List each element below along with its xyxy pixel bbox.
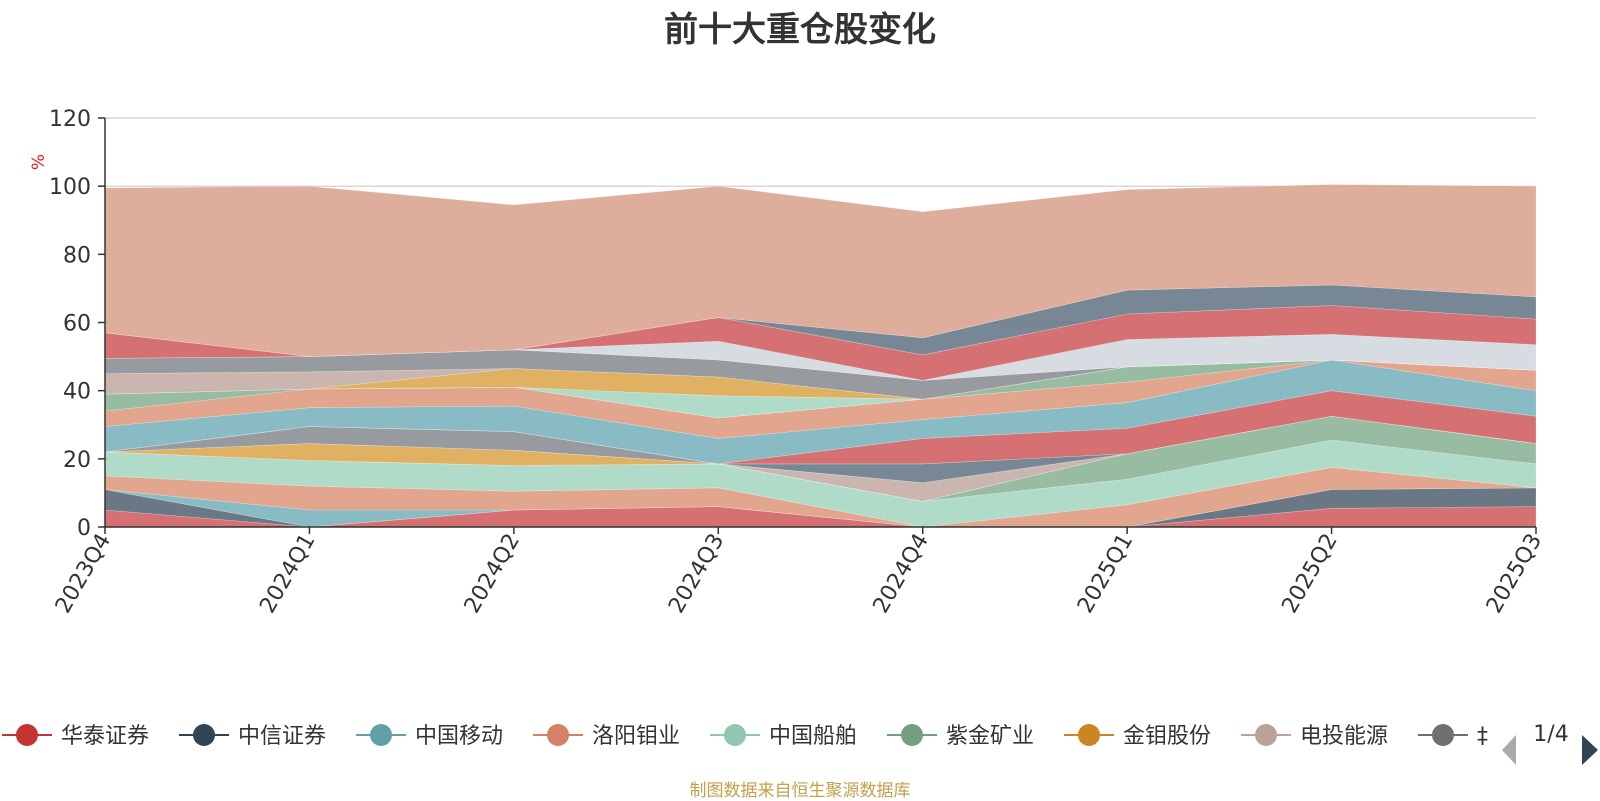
legend-label: 金钼股份 xyxy=(1123,724,1211,749)
legend-item[interactable]: 中信证券 xyxy=(179,724,326,749)
legend-label: 中国船舶 xyxy=(769,724,857,749)
legend-label: 紫金矿业 xyxy=(946,724,1034,749)
y-axis-unit-label: % xyxy=(29,154,49,170)
x-tick-label: 2024Q3 xyxy=(664,530,729,618)
x-tick-label: 2024Q2 xyxy=(460,530,525,618)
x-tick-label: 2025Q1 xyxy=(1073,530,1138,618)
legend-label: 电投能源 xyxy=(1300,724,1388,749)
area-series-group xyxy=(104,184,1537,528)
area-series-4 xyxy=(104,439,1537,528)
y-tick-label: 0 xyxy=(77,516,91,541)
legend-label: 中信证券 xyxy=(238,724,326,749)
x-tick-label: 2024Q1 xyxy=(255,530,320,618)
legend[interactable]: 华泰证券 中信证券 中国移动 洛阳钼业 中国船舶 紫金矿业 金钼股份 电投能源 ‡ xyxy=(2,724,1488,749)
legend-item[interactable]: ‡ xyxy=(1418,724,1488,749)
x-tick-label: 2023Q4 xyxy=(51,530,116,618)
y-tick-label: 60 xyxy=(63,312,91,337)
y-tick-label: 80 xyxy=(63,243,91,268)
legend-item[interactable]: 洛阳钼业 xyxy=(533,724,680,749)
legend-item[interactable]: 中国船舶 xyxy=(710,724,857,749)
legend-pager: 1/4 xyxy=(1502,722,1598,765)
legend-dot-icon xyxy=(370,724,392,746)
area-series-12 xyxy=(104,359,1537,439)
legend-dot-icon xyxy=(193,724,215,746)
area-series-19 xyxy=(104,305,1537,381)
legend-next-icon[interactable] xyxy=(1582,735,1598,765)
chart-title: 前十大重仓股变化 xyxy=(664,10,936,50)
y-tick-label: 120 xyxy=(49,107,91,132)
legend-prev-icon[interactable] xyxy=(1502,735,1516,765)
area-series-10 xyxy=(104,390,1537,465)
legend-dot-icon xyxy=(547,724,569,746)
legend-item[interactable]: 华泰证券 xyxy=(2,724,149,749)
area-series-21 xyxy=(104,184,1537,357)
legend-dot-icon xyxy=(1255,724,1277,746)
x-tick-label: 2025Q3 xyxy=(1482,530,1547,618)
legend-dot-icon xyxy=(16,724,38,746)
data-source-note: 制图数据来自恒生聚源数据库 xyxy=(689,781,911,801)
legend-dot-icon xyxy=(1432,724,1454,746)
legend-item[interactable]: 中国移动 xyxy=(356,724,503,749)
area-series-1 xyxy=(104,487,1537,528)
area-series-11 xyxy=(104,359,1537,465)
y-axis-ticks: 0 20 40 60 80 100 120 xyxy=(49,107,105,541)
legend-label: 华泰证券 xyxy=(61,724,149,749)
legend-dot-icon xyxy=(1078,724,1100,746)
x-tick-label: 2024Q4 xyxy=(869,530,934,618)
legend-dot-icon xyxy=(724,724,746,746)
y-tick-label: 20 xyxy=(63,448,91,473)
area-series-20 xyxy=(104,284,1537,357)
legend-dot-icon xyxy=(901,724,923,746)
legend-page-indicator: 1/4 xyxy=(1533,722,1568,747)
legend-item[interactable]: 紫金矿业 xyxy=(887,724,1034,749)
y-tick-label: 100 xyxy=(49,175,91,200)
legend-label: ‡ xyxy=(1477,724,1488,749)
legend-label: 中国移动 xyxy=(415,724,503,749)
legend-label: 洛阳钼业 xyxy=(592,724,680,749)
x-axis-ticks: 2023Q4 2024Q1 2024Q2 2024Q3 2024Q4 2025Q1 2025… xyxy=(51,527,1547,618)
x-tick-label: 2025Q2 xyxy=(1277,530,1342,618)
legend-item[interactable]: 电投能源 xyxy=(1241,724,1388,749)
legend-item[interactable]: 金钼股份 xyxy=(1064,724,1211,749)
y-tick-label: 40 xyxy=(63,380,91,405)
